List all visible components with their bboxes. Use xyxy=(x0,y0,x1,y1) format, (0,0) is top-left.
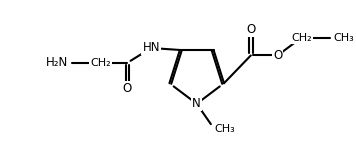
Text: O: O xyxy=(273,49,282,62)
Text: CH₃: CH₃ xyxy=(214,124,235,134)
Text: O: O xyxy=(246,23,255,36)
Text: CH₂: CH₂ xyxy=(291,33,312,43)
Text: CH₃: CH₃ xyxy=(333,33,354,43)
Text: HN: HN xyxy=(142,41,160,54)
Text: H₂N: H₂N xyxy=(46,56,68,69)
Text: CH₂: CH₂ xyxy=(90,58,111,68)
Text: O: O xyxy=(123,82,132,95)
Text: N: N xyxy=(192,97,201,110)
